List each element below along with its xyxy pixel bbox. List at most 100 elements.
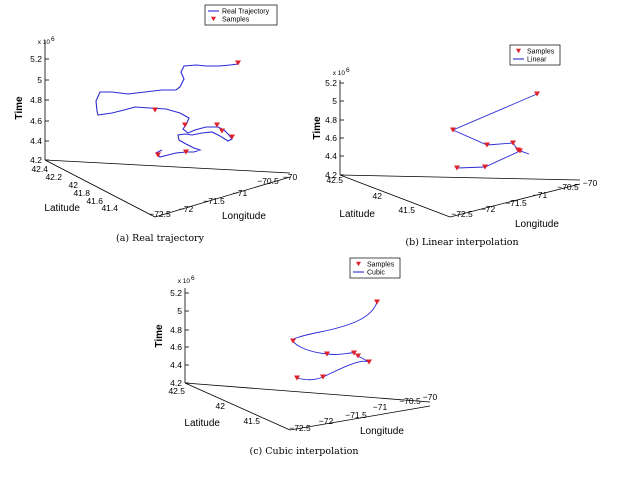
sample-marker: [155, 152, 161, 158]
latitude-tick-label: 41.8: [73, 188, 90, 198]
z-tick-label: 4.6: [325, 133, 337, 143]
sample-marker: [374, 299, 380, 305]
latitude-tick-label: 42.2: [45, 172, 62, 182]
latitude-axis-line: [44, 159, 156, 218]
panel-caption: (a) Real trajectory: [116, 233, 205, 244]
legend-box: [204, 4, 278, 26]
sample-marker: [214, 122, 220, 128]
sample-marker: [351, 350, 357, 356]
z-tick-label: 4.8: [30, 95, 42, 105]
sample-marker: [366, 359, 372, 365]
z-tick-label: 5.2: [325, 78, 337, 88]
sample-marker: [294, 375, 300, 381]
sample-marker: [482, 164, 488, 170]
z-tick-label: 5: [332, 96, 337, 106]
z-exponent-power: 6: [51, 36, 55, 43]
longitude-tick-label: −72: [319, 416, 334, 426]
legend-entry-label: Samples: [527, 49, 555, 56]
time-axis-label: Time: [154, 324, 165, 348]
longitude-tick-label: −72.5: [149, 209, 171, 219]
latitude-tick-label: 42: [216, 401, 226, 411]
sample-marker: [517, 148, 523, 154]
legend-entry-label: Samples: [367, 262, 395, 269]
z-tick-label: 4.6: [170, 342, 182, 352]
legend-marker-swatch: [356, 261, 361, 267]
z-tick-label: 4.4: [170, 360, 182, 370]
panel-caption: (b) Linear interpolation: [405, 237, 518, 248]
longitude-axis-line: [154, 176, 291, 218]
sample-marker: [182, 122, 188, 128]
sample-marker: [290, 338, 296, 344]
latitude-axis-label: Latitude: [339, 209, 375, 220]
longitude-tick-label: −71.5: [505, 198, 527, 208]
z-exponent-label: x 10: [333, 70, 346, 77]
legend-entry-label: Linear: [527, 57, 547, 64]
sample-marker: [534, 91, 540, 97]
sample-marker: [355, 353, 361, 359]
sample-marker: [320, 374, 326, 380]
z-tick-label: 4.2: [325, 170, 337, 180]
z-tick-label: 4.2: [170, 378, 182, 388]
plot-data: [290, 299, 380, 381]
longitude-tick-label: −70.5: [257, 176, 279, 186]
latitude-tick-label: 42: [373, 191, 383, 201]
latitude-tick-label: 41.6: [86, 196, 103, 206]
chart-panel-c: 4.2 4.4 4.6 4.8 5 5.2 x 10 6 −72.5 −72 −71.5 −71 −70…: [154, 257, 437, 457]
z-tick-label: 5: [177, 306, 182, 316]
plot-data: [450, 91, 540, 171]
longitude-axis-line: [289, 405, 431, 431]
baseline-line: [44, 159, 291, 174]
latitude-axis-line: [339, 174, 451, 218]
latitude-axis-line: [184, 382, 291, 431]
sample-marker: [454, 165, 460, 171]
series-line-linear: [451, 93, 538, 169]
latitude-axis-label: Latitude: [184, 418, 220, 429]
longitude-tick-label: −70.5: [557, 182, 579, 192]
longitude-tick-label: −70.5: [399, 396, 421, 406]
sample-marker: [229, 134, 235, 140]
z-exponent-label: x 10: [38, 39, 51, 46]
longitude-tick-label: −70: [583, 178, 598, 188]
time-axis-label: Time: [312, 116, 323, 140]
latitude-tick-label: 42: [69, 180, 79, 190]
sample-marker: [152, 107, 158, 113]
sample-marker: [450, 127, 456, 133]
time-axis-label: Time: [14, 96, 25, 120]
legend-box: [349, 257, 401, 279]
legend-box: [509, 44, 561, 66]
z-tick-label: 4.4: [325, 151, 337, 161]
z-exponent-label: x 10: [178, 278, 191, 285]
baseline-line: [339, 174, 581, 181]
longitude-axis-label: Longitude: [222, 211, 266, 222]
latitude-axis-label: Latitude: [44, 203, 80, 214]
latitude-tick-label: 41.5: [398, 205, 415, 215]
longitude-tick-label: −71: [533, 190, 548, 200]
z-tick-label: 5.2: [30, 54, 42, 64]
longitude-axis-line: [449, 183, 581, 218]
chart-panel-a: 4.2 4.4 4.6 4.8 5 5.2 x 10 6 −72.5 −72 −71.5 −71 −70…: [14, 4, 297, 244]
baseline-line: [184, 382, 431, 403]
z-tick-label: 5.2: [170, 288, 182, 298]
z-tick-label: 4.4: [30, 136, 42, 146]
longitude-tick-label: −71.5: [203, 196, 225, 206]
longitude-tick-label: −71: [233, 188, 248, 198]
z-tick-label: 5: [37, 75, 42, 85]
legend-marker-swatch: [211, 16, 216, 22]
panel-caption: (c) Cubic interpolation: [250, 446, 359, 457]
z-exponent-power: 6: [346, 67, 350, 74]
latitude-tick-label: 42.5: [168, 386, 185, 396]
longitude-tick-label: −71.5: [345, 410, 367, 420]
longitude-tick-label: −72.5: [289, 423, 311, 433]
z-tick-label: 4.8: [170, 325, 182, 335]
latitude-tick-label: 41.5: [243, 416, 260, 426]
sample-marker: [484, 142, 490, 148]
legend-entry-label: Cubic: [367, 270, 385, 277]
longitude-tick-label: −72: [179, 204, 194, 214]
longitude-tick-label: −70: [283, 172, 298, 182]
sample-marker: [324, 351, 330, 357]
